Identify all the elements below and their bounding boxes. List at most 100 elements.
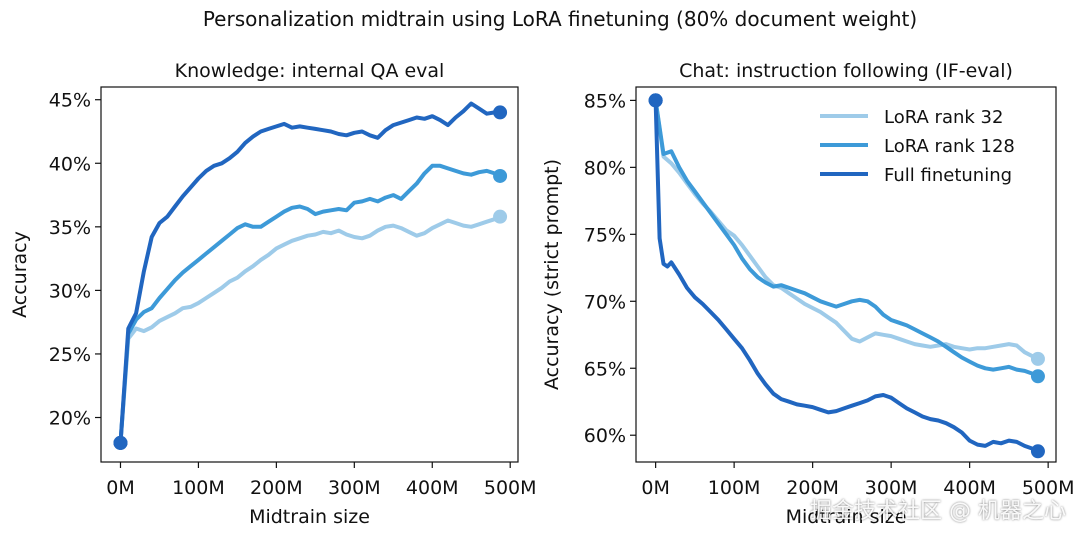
data-point [135, 319, 137, 321]
data-point [478, 108, 480, 110]
data-point [788, 401, 790, 403]
data-point [666, 265, 669, 268]
data-point [882, 334, 884, 336]
data-point [843, 330, 845, 332]
data-point [345, 134, 348, 136]
start-marker [113, 435, 128, 450]
data-point [299, 125, 301, 128]
data-point [890, 319, 892, 321]
data-point [377, 137, 379, 139]
data-point [135, 327, 137, 330]
figure-title: Personalization midtrain using LoRA fine… [203, 7, 917, 31]
data-point [764, 383, 767, 385]
data-point [283, 210, 285, 213]
data-point [447, 219, 449, 222]
data-point [874, 332, 877, 335]
x-tick-label: 100M [172, 477, 225, 499]
data-point [408, 119, 410, 121]
y-axis-label: Accuracy [9, 231, 31, 318]
data-point [361, 200, 363, 203]
end-marker [493, 209, 508, 224]
x-tick-label: 400M [406, 477, 459, 499]
data-point [757, 265, 759, 268]
data-point [772, 393, 774, 395]
data-point [882, 314, 884, 316]
data-point [166, 216, 168, 218]
data-point [921, 344, 924, 347]
data-point [252, 265, 254, 267]
start-marker [648, 93, 663, 108]
series-line-lora-rank-128 [118, 163, 503, 445]
data-point [670, 261, 672, 264]
data-point [345, 209, 348, 211]
data-point [182, 307, 184, 309]
data-point [929, 346, 931, 348]
data-point [929, 418, 931, 420]
data-point [197, 177, 200, 180]
data-point [455, 170, 457, 172]
data-point [322, 231, 324, 233]
data-point [961, 431, 963, 434]
data-point [914, 343, 916, 345]
data-point [906, 324, 908, 326]
data-point [914, 328, 916, 331]
data-point [851, 405, 853, 407]
data-point [772, 285, 774, 288]
data-point [213, 292, 215, 294]
data-point [369, 134, 371, 136]
y-axis-label: Accuracy (strict prompt) [541, 159, 563, 390]
data-point [686, 287, 688, 289]
y-tick-label: 45% [49, 90, 91, 112]
data-point [267, 254, 270, 256]
x-axis-label: Midtrain size [249, 506, 370, 528]
data-point [229, 233, 231, 236]
x-tick-label: 200M [786, 477, 839, 499]
chart-chat-ifeval: Chat: instruction following (IF-eval) 0M 1… [541, 60, 1074, 528]
data-point [658, 237, 661, 239]
data-point [851, 300, 853, 302]
data-point [678, 273, 680, 276]
data-point [314, 213, 316, 215]
data-point [322, 210, 324, 213]
data-point [953, 346, 955, 348]
data-point [937, 344, 939, 347]
data-point [670, 162, 672, 164]
data-point [299, 237, 301, 239]
data-point [291, 240, 293, 242]
data-point [166, 316, 168, 318]
data-point [976, 443, 979, 446]
data-point [267, 221, 270, 223]
data-point [835, 322, 837, 324]
data-point [945, 422, 947, 424]
data-point [439, 119, 441, 121]
data-point [843, 303, 845, 305]
data-point [835, 410, 837, 412]
data-point [275, 247, 277, 250]
data-point [260, 130, 262, 133]
data-point [423, 232, 426, 234]
data-point [221, 240, 223, 242]
data-point [953, 351, 955, 353]
data-point [812, 406, 814, 408]
data-point [812, 307, 814, 309]
data-point [764, 276, 767, 278]
end-marker [493, 168, 508, 183]
data-point [158, 320, 161, 322]
watermark: 掘金技术社区 @ 机器之心 [810, 499, 1066, 524]
data-point [252, 135, 254, 138]
data-point [843, 407, 845, 410]
data-point [717, 223, 720, 225]
data-point [392, 224, 394, 227]
data-point [1016, 368, 1018, 371]
data-point [859, 402, 861, 404]
data-point [322, 129, 324, 131]
data-point [859, 340, 861, 343]
data-point [283, 244, 285, 246]
data-point [221, 162, 223, 164]
data-point [969, 360, 971, 363]
data-point [702, 303, 704, 305]
data-point [796, 289, 798, 292]
data-point [306, 235, 309, 237]
data-point [749, 268, 751, 270]
